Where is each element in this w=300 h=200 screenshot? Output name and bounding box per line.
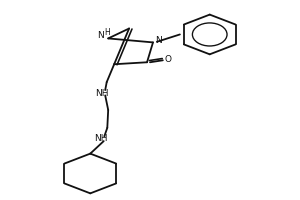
Text: NH: NH (95, 89, 109, 98)
Text: N: N (98, 31, 104, 40)
Text: NH: NH (94, 134, 108, 143)
Text: H: H (105, 28, 110, 37)
Text: N: N (155, 36, 161, 45)
Text: O: O (164, 55, 171, 64)
